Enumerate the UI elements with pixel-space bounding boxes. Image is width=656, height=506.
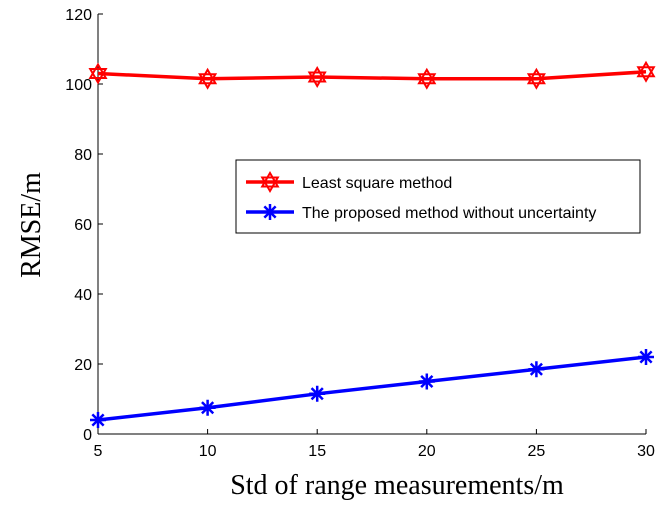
- marker-triangle-down: [88, 68, 108, 85]
- marker-stroke: [201, 401, 215, 415]
- marker-triangle-down: [198, 73, 218, 90]
- data-point: [307, 66, 327, 88]
- marker-triangle-up: [307, 66, 327, 83]
- legend-box: [235, 159, 641, 234]
- marker-triangle-up: [198, 67, 218, 85]
- marker-stroke: [529, 362, 543, 376]
- data-point: [528, 361, 545, 378]
- x-tick-label: 30: [637, 443, 655, 460]
- data-point: [638, 349, 654, 365]
- marker-stroke: [263, 205, 277, 219]
- marker-triangle-up: [636, 60, 656, 78]
- data-point: [90, 412, 106, 428]
- legend-label: Least square method: [302, 175, 452, 192]
- data-point: [198, 67, 218, 90]
- series-layer: [88, 60, 656, 428]
- legend: Least square method The proposed method w…: [235, 159, 641, 234]
- y-tick-label: 80: [74, 147, 92, 164]
- data-point: [526, 67, 546, 90]
- legend-item-2: The proposed method without uncertainty: [246, 204, 596, 222]
- y-tick-label: 120: [65, 7, 92, 24]
- data-point: [636, 60, 656, 83]
- y-tick-label: 40: [74, 287, 92, 304]
- marker-triangle-down: [417, 73, 437, 90]
- marker-triangle-up: [417, 67, 437, 85]
- series-1: [88, 60, 656, 90]
- axes: 0 20 40 60 80 100 120 5 10 15 20 25 30: [65, 7, 655, 460]
- marker-triangle-down: [526, 73, 546, 90]
- legend-label: The proposed method without uncertainty: [302, 205, 596, 222]
- marker-triangle-down: [260, 176, 280, 193]
- data-point: [309, 385, 326, 402]
- series-2: [90, 349, 654, 428]
- y-axis-label: RMSE/m: [16, 172, 47, 278]
- x-tick-label: 20: [418, 443, 436, 460]
- marker-stroke: [420, 374, 434, 389]
- x-axis-label: Std of range measurements/m: [230, 470, 564, 501]
- marker-stroke: [639, 350, 653, 364]
- y-tick-label: 100: [65, 77, 92, 94]
- y-tick-label: 0: [83, 427, 92, 444]
- legend-marker: [262, 204, 278, 220]
- data-point: [199, 399, 216, 416]
- marker-triangle-up: [526, 67, 546, 85]
- legend-marker: [260, 171, 280, 193]
- y-tick-label: 60: [74, 217, 92, 234]
- data-point: [88, 62, 108, 85]
- x-tick-label: 15: [308, 443, 326, 460]
- series-line: [97, 355, 647, 422]
- marker-stroke: [310, 387, 324, 401]
- x-tick-label: 5: [94, 443, 103, 460]
- data-point: [417, 67, 437, 90]
- x-tick-label: 10: [199, 443, 217, 460]
- y-tick-label: 20: [74, 357, 92, 374]
- data-point: [418, 373, 435, 390]
- marker-triangle-up: [260, 171, 280, 188]
- marker-stroke: [91, 413, 105, 427]
- legend-item-1: Least square method: [246, 171, 452, 193]
- marker-triangle-down: [307, 71, 327, 88]
- x-tick-label: 25: [528, 443, 546, 460]
- marker-triangle-down: [636, 66, 656, 83]
- series-line: [97, 70, 647, 81]
- marker-triangle-up: [88, 62, 108, 79]
